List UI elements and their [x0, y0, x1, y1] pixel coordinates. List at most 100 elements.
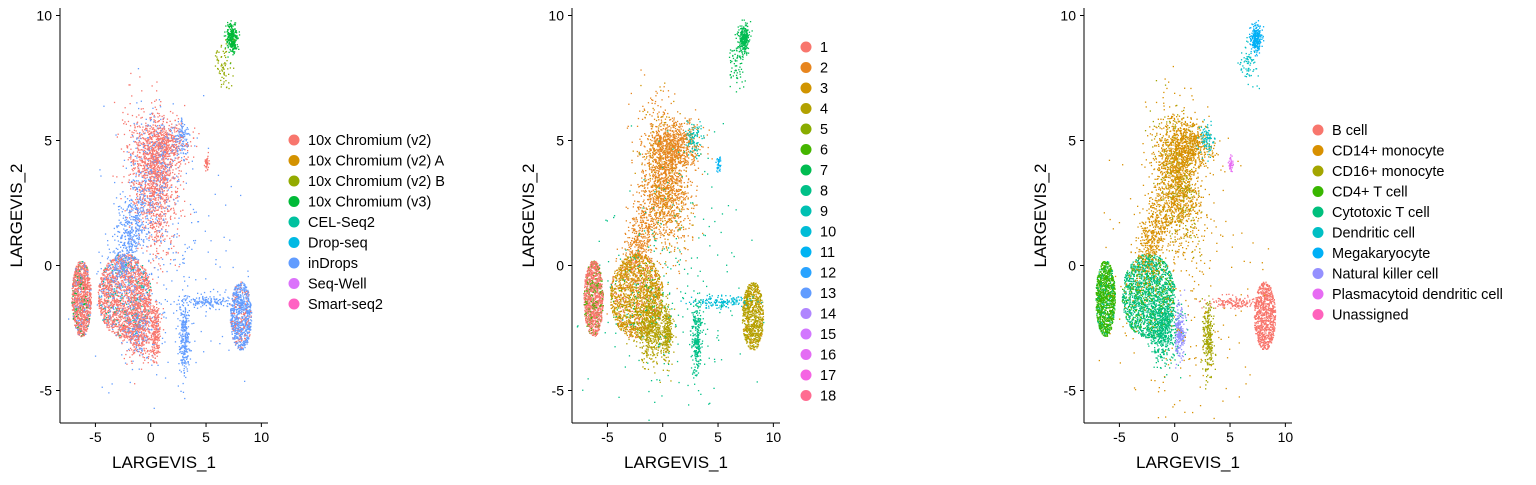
- data-point: [147, 159, 149, 161]
- data-point: [180, 121, 183, 123]
- data-point: [100, 308, 102, 310]
- data-point: [151, 156, 153, 158]
- data-point: [126, 286, 128, 288]
- data-point: [82, 311, 84, 313]
- data-point: [163, 141, 165, 143]
- data-point: [116, 285, 118, 288]
- data-point: [80, 281, 82, 283]
- data-point: [147, 171, 149, 173]
- data-point: [131, 303, 133, 305]
- data-point: [149, 315, 151, 318]
- data-point: [142, 168, 145, 170]
- data-point: [122, 328, 124, 331]
- data-point: [128, 307, 131, 309]
- data-point: [137, 304, 139, 307]
- data-point: [170, 134, 172, 136]
- data-point: [76, 272, 79, 274]
- data-point: [138, 139, 140, 142]
- data-point: [149, 225, 152, 227]
- data-point: [152, 228, 154, 230]
- data-point: [120, 280, 123, 282]
- data-point: [125, 332, 128, 334]
- data-point: [127, 331, 129, 333]
- data-point: [163, 176, 165, 178]
- data-point: [86, 310, 88, 312]
- data-point: [175, 191, 177, 194]
- data-point: [141, 175, 143, 177]
- data-point: [81, 321, 83, 323]
- data-point: [141, 283, 143, 285]
- data-point: [135, 288, 138, 290]
- data-point: [87, 316, 89, 318]
- data-point: [159, 177, 162, 180]
- data-point: [159, 160, 161, 162]
- data-point: [116, 261, 118, 264]
- data-point: [169, 217, 171, 219]
- data-point: [157, 172, 159, 174]
- data-point: [149, 232, 151, 234]
- data-point: [103, 314, 106, 316]
- data-point: [124, 331, 126, 333]
- data-point: [140, 149, 143, 151]
- data-point: [121, 310, 124, 313]
- data-point: [147, 320, 149, 322]
- data-point: [156, 166, 159, 168]
- data-point: [151, 335, 153, 337]
- data-point: [110, 294, 112, 296]
- data-point: [167, 178, 169, 180]
- data-point: [102, 278, 104, 280]
- data-point: [134, 304, 136, 306]
- data-point: [136, 307, 138, 309]
- data-point: [149, 150, 151, 152]
- data-point: [158, 214, 161, 216]
- data-point: [76, 324, 78, 326]
- data-point: [157, 169, 160, 171]
- data-point: [127, 336, 129, 338]
- data-point: [160, 127, 162, 130]
- data-point: [86, 301, 88, 303]
- data-point: [116, 303, 118, 306]
- data-point: [151, 192, 153, 194]
- data-point: [144, 327, 146, 329]
- data-point: [105, 316, 107, 319]
- data-point: [78, 298, 80, 300]
- data-point: [136, 309, 138, 311]
- data-point: [171, 148, 173, 151]
- data-point: [122, 260, 124, 262]
- data-point: [82, 327, 84, 329]
- data-point: [129, 319, 131, 321]
- data-point: [154, 231, 156, 233]
- data-point: [172, 112, 174, 114]
- data-point: [144, 307, 146, 309]
- data-point: [153, 173, 155, 175]
- data-point: [174, 217, 176, 219]
- data-point: [166, 235, 168, 237]
- data-point: [159, 201, 161, 203]
- data-point: [149, 289, 151, 291]
- data-point: [140, 320, 142, 322]
- data-point: [110, 320, 112, 322]
- data-point: [133, 315, 135, 317]
- data-point: [73, 278, 75, 280]
- data-point: [111, 306, 113, 308]
- data-point: [129, 84, 131, 86]
- data-point: [180, 215, 182, 217]
- data-point: [141, 313, 143, 315]
- data-point: [142, 288, 145, 290]
- data-point: [84, 267, 86, 270]
- data-point: [106, 284, 108, 286]
- data-point: [121, 279, 124, 282]
- data-point: [155, 254, 157, 257]
- data-point: [108, 307, 110, 309]
- point-group-upperTip: [131, 104, 210, 185]
- data-point: [155, 161, 157, 163]
- data-point: [146, 328, 148, 331]
- data-point: [127, 262, 129, 264]
- data-point: [85, 296, 87, 298]
- data-point: [137, 324, 139, 326]
- data-point: [77, 328, 79, 331]
- data-point: [125, 309, 127, 311]
- data-point: [143, 142, 146, 145]
- data-point: [130, 291, 132, 293]
- data-point: [85, 326, 87, 329]
